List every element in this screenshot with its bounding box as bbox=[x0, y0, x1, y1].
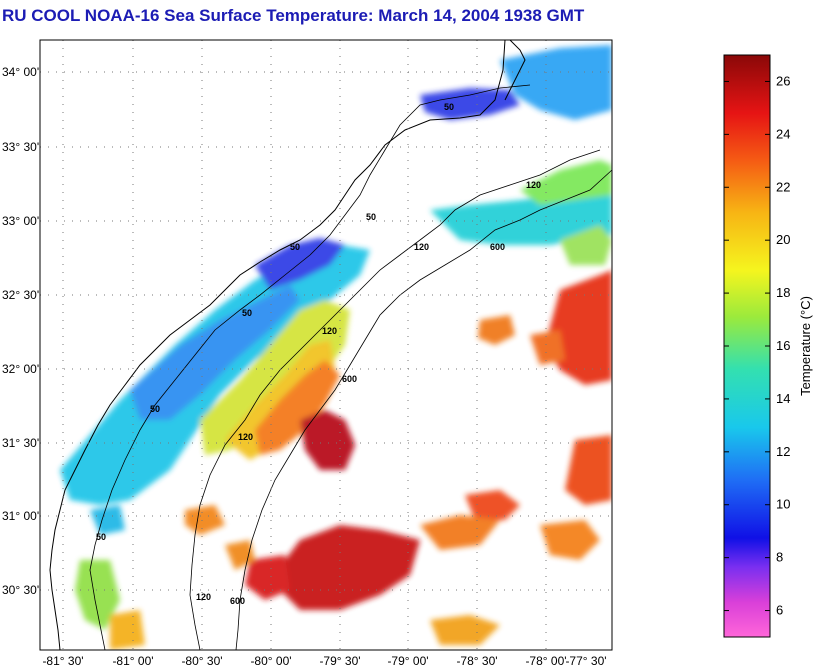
latitude-labels: 34° 00' 33° 30' 33° 00' 32° 30' 32° 00' … bbox=[2, 65, 39, 597]
contour-label: 120 bbox=[526, 180, 541, 190]
longitude-labels: -81° 30' -81° 00' -80° 30' -80° 00' -79°… bbox=[42, 654, 606, 668]
colorbar-tick-label: 20 bbox=[776, 232, 790, 247]
sst-field bbox=[60, 45, 612, 650]
lat-label: 33° 00' bbox=[2, 214, 39, 228]
contour-label: 600 bbox=[230, 596, 245, 606]
lat-label: 31° 30' bbox=[2, 436, 39, 450]
lon-label: -81° 30' bbox=[42, 654, 83, 668]
contour-label: 50 bbox=[366, 212, 376, 222]
lon-label: -80° 00' bbox=[250, 654, 291, 668]
colorbar-tick-label: 16 bbox=[776, 338, 790, 353]
contour-label: 50 bbox=[242, 308, 252, 318]
lat-label: 33° 30' bbox=[2, 140, 39, 154]
contour-label: 50 bbox=[444, 102, 454, 112]
lat-label: 32° 00' bbox=[2, 362, 39, 376]
colorbar: 6 8 10 12 14 16 18 20 22 24 26 Temperature (°C) bbox=[723, 54, 813, 638]
lon-label: -80° 30' bbox=[181, 654, 222, 668]
lat-label: 30° 30' bbox=[2, 583, 39, 597]
contour-120 bbox=[189, 149, 601, 650]
colorbar-tick-label: 12 bbox=[776, 444, 790, 459]
contour-label: 120 bbox=[196, 592, 211, 602]
lon-label: -78° 00' bbox=[525, 654, 566, 668]
lat-label: 32° 30' bbox=[2, 288, 39, 302]
colorbar-tick-label: 26 bbox=[776, 73, 790, 88]
colorbar-ticks: 6 8 10 12 14 16 18 20 22 24 26 bbox=[724, 73, 790, 618]
lat-label: 31° 00' bbox=[2, 509, 39, 523]
contour-label: 120 bbox=[414, 242, 429, 252]
contour-label: 600 bbox=[490, 242, 505, 252]
colorbar-tick-label: 24 bbox=[776, 126, 790, 141]
bathymetry-contours bbox=[89, 84, 612, 650]
lat-label: 34° 00' bbox=[2, 65, 39, 79]
contour-label: 50 bbox=[290, 242, 300, 252]
lon-label: -79° 00' bbox=[387, 654, 428, 668]
contour-label: 600 bbox=[342, 374, 357, 384]
colorbar-tick-label: 14 bbox=[776, 391, 790, 406]
colorbar-tick-label: 10 bbox=[776, 497, 790, 512]
colorbar-title: Temperature (°C) bbox=[798, 296, 813, 396]
contour-label: 50 bbox=[96, 532, 106, 542]
contour-label: 120 bbox=[238, 432, 253, 442]
contour-label: 120 bbox=[322, 326, 337, 336]
colorbar-tick-label: 8 bbox=[776, 550, 783, 565]
colorbar-gradient bbox=[723, 54, 771, 638]
contour-600 bbox=[235, 169, 612, 650]
map-title: RU COOL NOAA-16 Sea Surface Temperature:… bbox=[2, 6, 585, 25]
lon-label: -79° 30' bbox=[319, 654, 360, 668]
contour-label: 50 bbox=[150, 404, 160, 414]
colorbar-tick-label: 22 bbox=[776, 179, 790, 194]
colorbar-tick-label: 6 bbox=[776, 603, 783, 618]
lon-label: -81° 00' bbox=[112, 654, 153, 668]
contour-labels: 50 50 50 50 50 50 120 120 120 120 120 60… bbox=[96, 102, 541, 606]
contour-50 bbox=[89, 84, 531, 650]
plot-frame bbox=[39, 39, 613, 651]
lon-label: -78° 30' bbox=[456, 654, 497, 668]
lon-label: -77° 30' bbox=[565, 654, 606, 668]
colorbar-tick-label: 18 bbox=[776, 285, 790, 300]
graticule bbox=[40, 40, 612, 650]
